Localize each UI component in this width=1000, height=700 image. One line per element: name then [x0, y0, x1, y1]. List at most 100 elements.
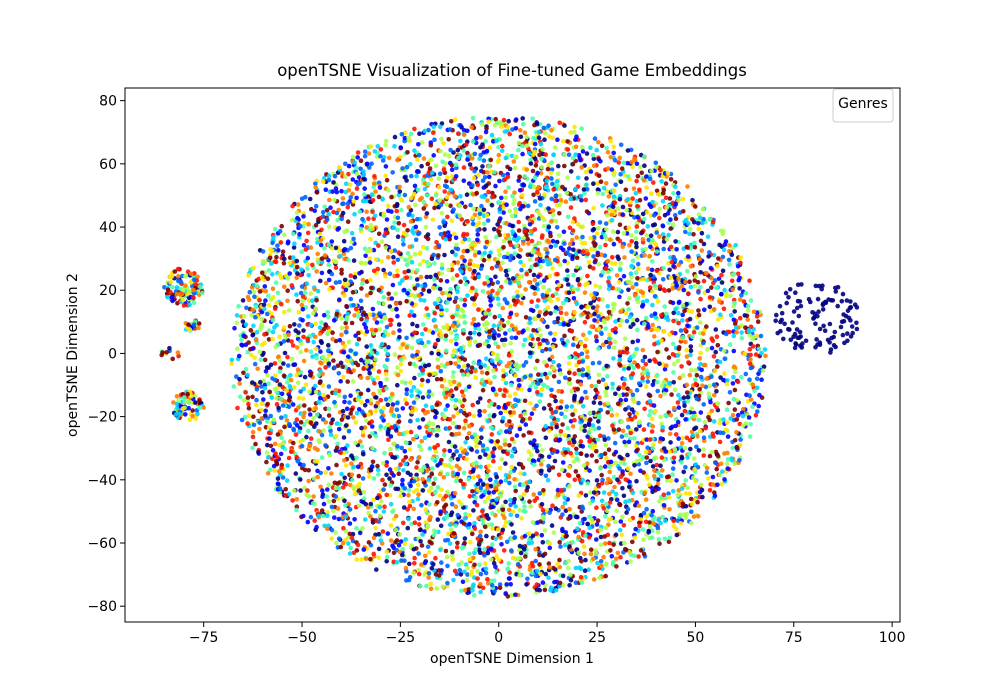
data-point-main [730, 445, 736, 451]
data-point-main [541, 491, 546, 497]
data-point-main [462, 448, 468, 453]
data-point-main [347, 182, 353, 187]
data-point-main [437, 471, 443, 477]
data-point-main [503, 155, 509, 161]
data-point-main [701, 241, 707, 247]
data-point-main [335, 217, 341, 223]
data-point-main [473, 375, 479, 381]
data-point-main [274, 396, 279, 401]
data-point-main [467, 162, 473, 167]
data-point-main [514, 289, 520, 295]
data-point-main [588, 145, 593, 150]
data-point-main [384, 463, 389, 468]
data-point-main [593, 283, 598, 289]
data-point-main [464, 456, 470, 462]
data-point-main [416, 571, 422, 577]
data-point-main [539, 165, 545, 170]
data-point-main [333, 530, 338, 535]
data-point-main [595, 304, 600, 309]
data-point-main [557, 262, 563, 267]
data-point-main [498, 326, 504, 331]
data-point-main [315, 251, 321, 257]
data-point-main [287, 255, 293, 260]
data-point-main [607, 336, 612, 341]
data-point-main [477, 408, 482, 414]
data-point-main [582, 190, 587, 196]
data-point-main [263, 288, 269, 294]
data-point-main [451, 348, 457, 354]
data-point-main [652, 334, 657, 339]
data-point-main [369, 285, 374, 291]
data-point-main [384, 324, 390, 330]
data-point-main [641, 427, 647, 432]
data-point-main [464, 578, 470, 583]
data-point-main [707, 304, 713, 310]
data-point-main [433, 193, 439, 198]
data-point-main [682, 400, 687, 405]
data-point-main [285, 239, 291, 244]
data-point-main [554, 225, 560, 230]
data-point-main [446, 463, 452, 468]
data-point-main [605, 150, 611, 155]
data-point-main [695, 279, 701, 285]
data-point-main [531, 328, 536, 333]
data-point-main [583, 493, 589, 498]
data-point-main [386, 203, 391, 209]
data-point-main [637, 187, 642, 193]
data-point-main [590, 360, 596, 366]
data-point-main [605, 410, 610, 415]
data-point-main [294, 275, 300, 281]
data-point-main [479, 435, 484, 441]
data-point-main [435, 305, 440, 310]
data-point-main [545, 250, 550, 255]
data-point-main [446, 154, 452, 159]
data-point-main [683, 464, 688, 470]
data-point-main [509, 593, 514, 598]
data-point-main [569, 388, 574, 394]
data-point-main [719, 272, 724, 278]
data-point-main [692, 283, 698, 289]
data-point-main [345, 204, 351, 210]
data-point-main [675, 353, 681, 358]
data-point-main [472, 249, 478, 254]
data-point-main [623, 477, 628, 482]
data-point-main [530, 520, 536, 525]
data-point-main [298, 488, 303, 493]
data-point-main [534, 568, 540, 574]
data-point-main [517, 556, 523, 561]
data-point-main [643, 384, 649, 389]
data-point-main [496, 144, 501, 150]
data-point-main [331, 498, 337, 504]
data-point-main [307, 196, 313, 202]
data-point-main [486, 516, 491, 521]
data-point-main [514, 433, 520, 438]
data-point-main [379, 341, 385, 347]
data-point-main [575, 175, 581, 181]
data-point-main [360, 429, 366, 435]
data-point-main [392, 220, 397, 225]
data-point-main [315, 468, 320, 474]
data-point-main [328, 205, 333, 210]
data-point-main [364, 344, 370, 349]
data-point-main [539, 468, 544, 474]
data-point-main [434, 376, 440, 382]
data-point-main [255, 366, 260, 372]
data-point-main [666, 288, 672, 293]
data-point-main [514, 513, 520, 519]
data-point-main [621, 366, 627, 372]
data-point-main [398, 361, 404, 367]
data-point-main [371, 184, 376, 190]
data-point-main [372, 381, 377, 386]
data-point-main [486, 343, 492, 349]
data-point-main [498, 267, 504, 272]
data-point-main [443, 494, 449, 499]
data-point-main [364, 418, 369, 424]
data-point-main [701, 278, 707, 284]
data-point-main [281, 261, 287, 266]
data-point-main [553, 305, 559, 310]
data-point-main [495, 222, 500, 227]
data-point-main [419, 439, 425, 444]
data-point-main [380, 477, 385, 483]
data-point-main [300, 318, 305, 323]
data-point-main [403, 565, 409, 571]
